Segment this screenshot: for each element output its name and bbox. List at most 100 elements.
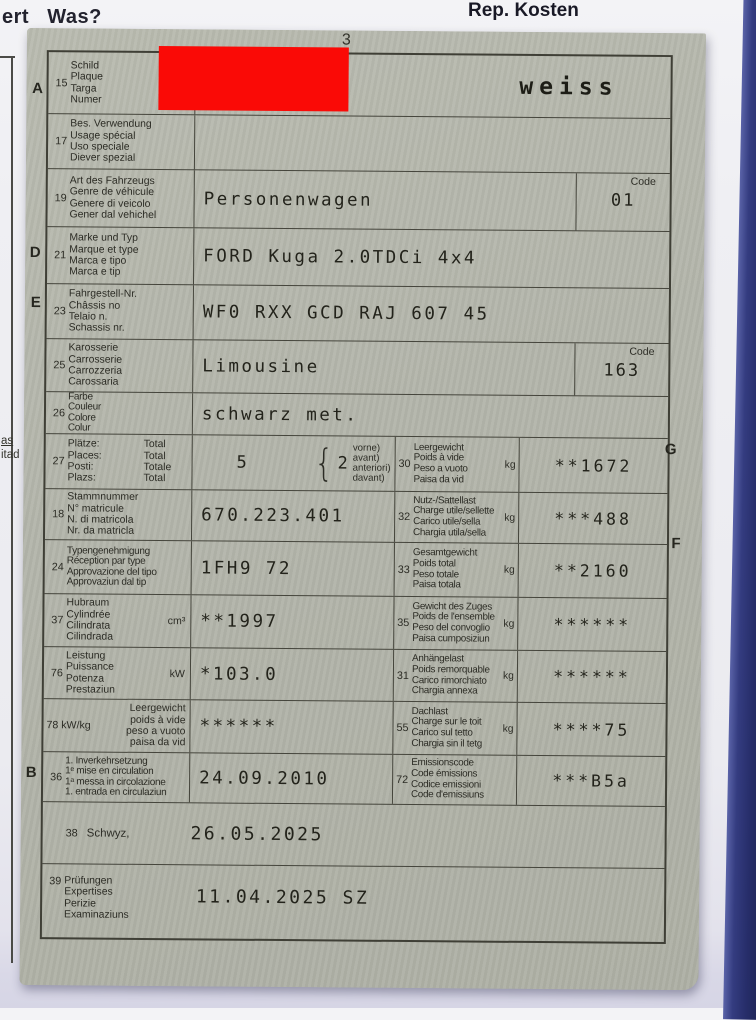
row-38-issue-place-date: 38 Schwyz, 26.05.2025 <box>42 802 665 870</box>
field-labels: Hubraum Cylindrée Cilindrata Cilindrada <box>66 597 114 644</box>
value-cell: 1FH9 72 <box>191 541 395 596</box>
towing-weight-value: ****** <box>553 667 631 687</box>
value-cell: 670.223.401 <box>191 490 396 542</box>
issue-place-label: Schwyz, <box>86 826 130 840</box>
code-value: 163 <box>603 360 641 381</box>
field-labels: Fahrgestell-Nr. Châssis no Telaio n. Sch… <box>68 288 138 335</box>
field-number: 37 <box>51 614 64 627</box>
field-label-cell: 37 Hubraum Cylindrée Cilindrata Cilindra… <box>44 594 192 648</box>
value-cell: **1997 <box>191 595 395 649</box>
text-fragment: as <box>1 435 14 447</box>
value-cell: ***B5a <box>517 756 665 806</box>
field-label-cell: 78 kW/kg Leergewicht poids à vide peso a… <box>43 699 191 753</box>
field-label-cell: 76 Leistung Puissance Potenza Prestaziun… <box>43 647 192 700</box>
unit-label: kg <box>502 670 514 682</box>
field-labels: Leergewicht Poids à vide Peso a vuoto Pa… <box>413 441 468 486</box>
field-number: 35 <box>397 616 410 630</box>
power-value: *103.0 <box>199 663 279 685</box>
field-number: 23 <box>53 305 66 318</box>
field-number: 55 <box>396 721 409 735</box>
field-label-cell: 35 Gewicht des Zuges Poids de l'ensemble… <box>394 596 519 650</box>
field-number: 31 <box>396 669 409 682</box>
row-39-inspections: 39 Prüfungen Expertises Perizie Examinaz… <box>42 864 665 942</box>
text-fragment: itad <box>1 449 20 461</box>
field-label-cell: 32 Nutz-/Sattellast Charge utile/sellett… <box>394 491 520 543</box>
row-26-color: 26 Farbe Couleur Colore Colur schwarz me… <box>45 391 669 440</box>
row-24-type-approval-33-total-weight: 24 Typengenehmigung Réception par type A… <box>44 540 667 600</box>
field-labels: Stammnummer N° matricule N. di matricola… <box>67 491 139 538</box>
row-27-seats-30-empty-weight: 27 Plätze: Places: Posti: Plazs: Total T… <box>45 434 668 495</box>
value-cell: ****** <box>518 651 666 703</box>
field-label-cell: 31 Anhängelast Poids remorquable Carico … <box>393 649 519 702</box>
field-label-cell: 21 Marke und Typ Marque et type Marca e … <box>46 227 195 285</box>
unit-label: cm³ <box>167 615 186 628</box>
issue-date-value: 26.05.2025 <box>190 823 324 846</box>
row-37-displacement-35-train-weight: 37 Hubraum Cylindrée Cilindrata Cilindra… <box>44 594 667 653</box>
power-ratio-value: ****** <box>199 716 278 737</box>
code-label: Code <box>629 345 655 358</box>
row-78-power-ratio-55-roof-load: 78 kW/kg Leergewicht poids à vide peso a… <box>43 699 666 758</box>
value-cell: **1672 <box>519 438 667 493</box>
redaction-box-plate-number <box>158 46 349 112</box>
field-labels: Marke und Typ Marque et type Marca e tip… <box>69 232 139 279</box>
brace-glyph: { <box>314 441 334 486</box>
field-number: 78 kW/kg <box>46 719 91 732</box>
field-number: 76 <box>50 666 63 679</box>
field-label-cell: 23 Fahrgestell-Nr. Châssis no Telaio n. … <box>46 284 194 340</box>
plate-color-value: weiss <box>519 73 619 101</box>
field-label-cell: 26 Farbe Couleur Colore Colur <box>45 391 194 435</box>
field-label-cell: 24 Typengenehmigung Réception par type A… <box>44 540 192 595</box>
code-label: Code <box>630 175 656 188</box>
field-labels: Bes. Verwendung Usage spécial Uso specia… <box>69 118 152 165</box>
value-cell <box>195 115 670 173</box>
field-number: 18 <box>52 508 65 521</box>
empty-weight-value: **1672 <box>554 455 633 476</box>
roof-load-value: ****75 <box>552 719 631 740</box>
field-number: 24 <box>51 560 64 573</box>
field-number: 39 <box>49 875 62 888</box>
margin-letter-g: G <box>664 441 677 459</box>
underlying-page-text-fragment: as itad <box>1 434 20 462</box>
front-seats-group: { 2 vorne) avant) anteriori) davant) <box>314 441 391 486</box>
field-label-cell: 33 Gesamtgewicht Poids total Peso totale… <box>394 542 519 597</box>
value-cell: *103.0 <box>190 648 395 701</box>
margin-letter-f: F <box>671 535 681 553</box>
field-number: 30 <box>398 457 411 471</box>
value-cell: Personenwagen <box>194 170 575 230</box>
body-style-value: Limousine <box>202 356 320 378</box>
field-label-cell: 39 Prüfungen Expertises Perizie Examinaz… <box>42 864 129 921</box>
field-label-cell: 18 Stammnummer N° matricule N. di matric… <box>44 489 193 541</box>
field-number: 21 <box>54 249 67 262</box>
field-label-cell: 17 Bes. Verwendung Usage spécial Uso spe… <box>47 114 196 170</box>
first-registration-value: 24.09.2010 <box>199 767 330 789</box>
value-cell: **2160 <box>519 544 667 598</box>
field-number: 25 <box>53 359 66 372</box>
rep-kosten-heading: Rep. Kosten <box>468 0 579 21</box>
row-36-first-registration-72-emissions: 36 1. Inverkehrsetzung 1ᵉ mise en circul… <box>42 752 666 808</box>
row-17-special-use: 17 Bes. Verwendung Usage spécial Uso spe… <box>47 114 671 175</box>
unit-label: kg <box>504 459 516 471</box>
field-number: 19 <box>54 191 67 204</box>
value-cell: schwarz met. <box>193 393 668 438</box>
field-labels: Farbe Couleur Colore Colur <box>67 391 101 434</box>
unit-label: kg <box>504 512 516 524</box>
margin-letter-a: A <box>32 80 44 98</box>
field-label-cell: 25 Karosserie Carrosserie Carrozzeria Ca… <box>46 339 194 393</box>
make-type-value: FORD Kuga 2.0TDCi 4x4 <box>203 246 478 269</box>
code-cell: Code 163 <box>574 343 669 397</box>
field-label-cell: 19 Art des Fahrzeugs Genre de véhicule G… <box>47 169 195 228</box>
code-cell: Code 01 <box>575 173 670 232</box>
field-label-cell: 55 Dachlast Charge sur le toit Carico su… <box>393 701 518 755</box>
front-labels: vorne) avant) anteriori) davant) <box>352 442 391 485</box>
value-cell: ****** <box>518 598 666 651</box>
field-labels: Emissionscode Code émissions Codice emis… <box>410 757 484 801</box>
train-weight-value: ****** <box>553 614 632 635</box>
field-labels: Plätze: Places: Posti: Plazs: <box>67 438 102 484</box>
field-number: 27 <box>52 455 65 468</box>
value-cell: ****** <box>190 700 394 754</box>
value-cell: ****75 <box>517 703 665 756</box>
row-23-chassis-number: 23 Fahrgestell-Nr. Châssis no Telaio n. … <box>46 284 669 345</box>
margin-letter-b: B <box>25 764 37 782</box>
field-labels: Prüfungen Expertises Perizie Examinaziun… <box>63 875 129 922</box>
field-labels: Anhängelast Poids remorquable Carico rim… <box>411 653 490 697</box>
